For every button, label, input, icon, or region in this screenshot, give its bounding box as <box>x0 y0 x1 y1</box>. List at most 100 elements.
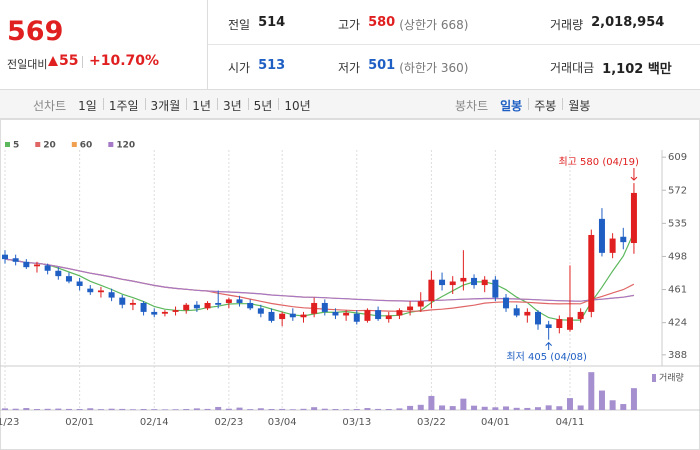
change-label: 전일대비 <box>7 58 48 71</box>
info-note: (상한가 668) <box>399 18 469 32</box>
volume-bar <box>417 404 424 410</box>
high-arrow <box>630 168 638 181</box>
volume-bar <box>279 408 286 410</box>
volume-bar <box>268 409 275 410</box>
x-tick-label: 02/14 <box>140 417 169 428</box>
chart: 01/23 02/01 02/14 02/23 03/04 03/13 03/22 04/01… <box>0 119 700 450</box>
volume-bar <box>577 405 584 410</box>
volume-legend-swatch <box>652 374 656 382</box>
moving-average <box>4 258 635 302</box>
candle-body <box>449 281 456 286</box>
volume-bar <box>44 408 51 410</box>
candle-body <box>439 279 446 286</box>
legend-swatch <box>35 142 41 147</box>
tab-separator <box>144 98 146 110</box>
x-tick-label: 04/01 <box>481 417 510 428</box>
volume-bar <box>193 408 200 410</box>
info-label: 고가 <box>338 18 361 32</box>
candle-body <box>33 264 40 267</box>
volume-bar <box>183 409 190 410</box>
x-tick-label: 02/01 <box>65 417 94 428</box>
volume-bar <box>588 372 595 410</box>
chart-frame <box>0 119 700 450</box>
tab[interactable]: 1년 <box>192 99 211 113</box>
volume-bar <box>119 408 126 410</box>
volume-bar <box>161 409 168 410</box>
candle-body <box>598 218 605 253</box>
tab-separator <box>102 98 104 110</box>
tab[interactable]: 월봉 <box>568 99 591 113</box>
tab[interactable]: 1주일 <box>108 99 139 113</box>
info-value: 501 <box>368 58 396 73</box>
y-tick-label: 424 <box>668 318 687 329</box>
candle-body <box>172 310 179 312</box>
candle-body <box>545 324 552 329</box>
legend-label: 120 <box>116 141 135 151</box>
candle-body <box>76 281 83 286</box>
x-tick-label: 01/23 <box>0 417 19 428</box>
candle-body <box>321 302 328 312</box>
candle-body <box>524 311 531 316</box>
volume-bar <box>353 409 360 410</box>
info-value: 1,102 백만 <box>602 62 672 77</box>
info-label: 저가 <box>338 61 361 75</box>
volume-bar <box>129 409 136 410</box>
tab[interactable]: 주봉 <box>534 99 557 113</box>
tab-bar: 선차트 1일 1주일 3개월 1년 3년 5년 10년 봉차트 일봉 주봉 월봉 <box>0 90 700 119</box>
volume-bar <box>492 407 499 410</box>
y-tick-label: 609 <box>668 152 687 163</box>
candle-body <box>161 311 168 314</box>
candle-body <box>279 313 286 320</box>
volume-bar <box>321 408 328 410</box>
candle-body <box>332 311 339 316</box>
tab[interactable]: 10년 <box>284 99 311 113</box>
candle-body <box>289 313 296 318</box>
x-tick-label: 03/22 <box>417 417 446 428</box>
candle-body <box>364 310 371 321</box>
volume-bar <box>556 406 563 410</box>
volume-bar <box>609 400 616 410</box>
volume-bar <box>65 408 72 410</box>
candle-body <box>236 299 243 303</box>
legend-label: 60 <box>80 141 93 151</box>
volume-bar <box>375 408 382 410</box>
divider <box>82 56 83 68</box>
moving-average <box>4 258 635 302</box>
candle-body <box>375 310 382 320</box>
candle-body <box>385 315 392 320</box>
tab[interactable]: 일봉 <box>500 99 523 113</box>
volume-bar <box>289 409 296 410</box>
tab-separator <box>528 98 530 110</box>
legend-label: 20 <box>43 141 56 151</box>
candle-body <box>311 302 318 314</box>
tab[interactable]: 3개월 <box>150 99 181 113</box>
legend-swatch <box>71 142 77 147</box>
volume-bar <box>215 406 222 410</box>
volume-bar <box>87 408 94 410</box>
candle-body <box>183 304 190 311</box>
tab[interactable]: 3년 <box>222 99 242 113</box>
candle-body <box>407 306 414 311</box>
x-tick-label: 03/04 <box>268 417 297 428</box>
candle-body <box>481 279 488 286</box>
volume-bar <box>439 405 446 410</box>
info-value: 580 <box>368 15 396 30</box>
candle-body <box>257 308 264 314</box>
tab[interactable]: 1일 <box>78 99 97 113</box>
candle-body <box>225 299 232 303</box>
quote-header: 569 전일대비 55 +10.70% <box>0 0 700 90</box>
tab[interactable]: 5년 <box>253 99 273 113</box>
candle-body <box>140 302 147 312</box>
volume-bar <box>566 398 573 410</box>
info-label: 시가 <box>228 61 251 75</box>
volume-bar <box>620 404 627 410</box>
candle-body <box>460 277 467 282</box>
info-grid: 전일 514 고가 580 (상한가 668) 거래량 2,018,954 시가 513 저가 50… <box>207 0 700 89</box>
volume-bar <box>247 409 254 410</box>
low-arrow <box>545 341 553 350</box>
volume-bar <box>407 405 414 410</box>
candle-body <box>23 261 30 268</box>
volume-bar <box>236 407 243 410</box>
